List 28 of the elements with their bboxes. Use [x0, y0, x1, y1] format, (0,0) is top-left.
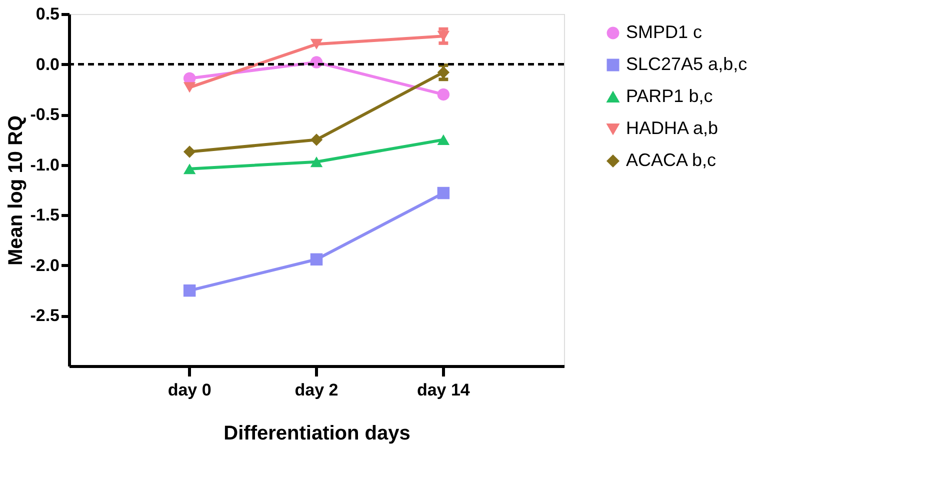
legend-label: HADHA a,b — [626, 118, 718, 138]
point — [310, 156, 323, 168]
x-tick-label: day 2 — [294, 380, 338, 400]
point — [183, 82, 196, 93]
legend-label: SLC27A5 a,b,c — [626, 54, 748, 74]
y-tick-label: -1.0 — [30, 155, 60, 174]
y-tick-label: -2.0 — [30, 256, 60, 275]
point — [310, 38, 323, 50]
point — [310, 134, 323, 146]
x-axis-title: Differentiation days — [224, 422, 410, 444]
legend-label: PARP1 b,c — [626, 86, 713, 106]
point — [437, 134, 450, 146]
point — [183, 146, 196, 158]
legend-label: ACACA b,c — [626, 150, 716, 170]
point — [437, 186, 450, 200]
y-tick-label: -0.5 — [30, 105, 60, 124]
point — [310, 253, 323, 266]
x-tick-label: day 14 — [416, 380, 470, 400]
point — [183, 284, 196, 297]
point — [437, 88, 450, 101]
y-tick-label: -1.5 — [30, 206, 60, 225]
y-tick-label: 0.0 — [36, 54, 60, 74]
legend-label: SMPD1 c — [626, 22, 702, 42]
point — [183, 164, 196, 174]
y-axis-title: Mean log 10 RQ — [5, 115, 28, 266]
y-tick-label: -2.5 — [30, 306, 60, 326]
x-tick-label: day 0 — [168, 380, 212, 400]
y-tick-label: 0.5 — [36, 4, 60, 24]
